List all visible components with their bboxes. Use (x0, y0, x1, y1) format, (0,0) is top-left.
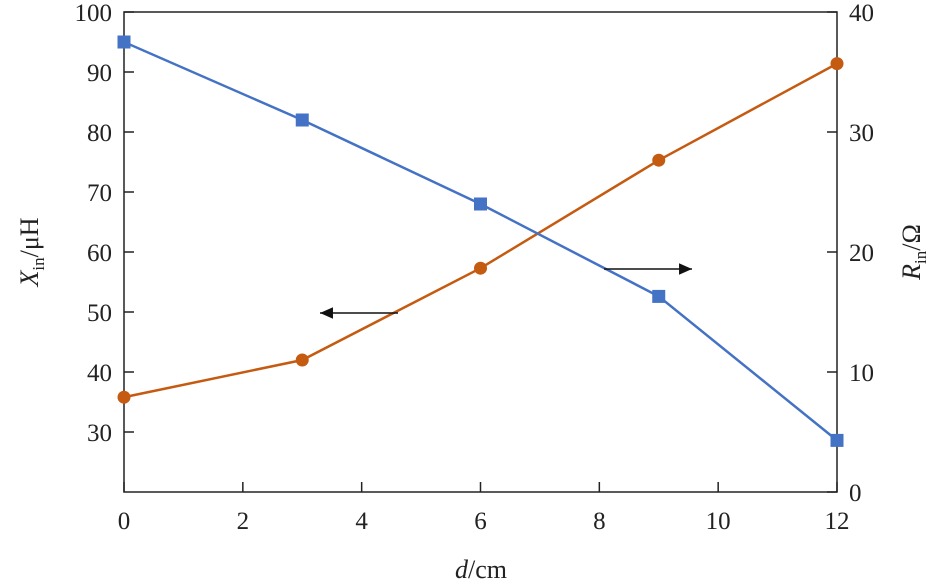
left-axis-title-unit: /μH (15, 217, 44, 257)
x-tick-label: 6 (474, 508, 487, 535)
series-line-xin (123, 62, 838, 399)
data-point-rin (295, 113, 309, 127)
data-point-rin (830, 433, 844, 447)
right-y-tick-label: 0 (849, 480, 862, 507)
right-axis-title-unit: /Ω (897, 224, 926, 251)
left-y-tick-label: 90 (87, 60, 112, 87)
left-y-tick-label: 60 (87, 240, 112, 267)
left-axis-title: Xin/μH (15, 217, 48, 287)
right-axis-title-var: R (897, 264, 926, 281)
x-tick-label: 4 (355, 508, 368, 535)
left-y-tick-label: 70 (87, 180, 112, 207)
right-y-tick-label: 10 (849, 360, 874, 387)
left-y-tick-label: 40 (87, 360, 112, 387)
data-point-xin (652, 153, 666, 167)
data-point-rin (474, 197, 487, 211)
series-layer (117, 35, 844, 447)
series-line-rin (123, 40, 838, 442)
ticks-layer: 0 2 4 6 8 10 12 30 40 50 60 70 80 90 100 0 10 20 30 40 (75, 0, 875, 535)
annotation-layer (320, 263, 692, 319)
right-y-tick-label: 20 (849, 240, 874, 267)
x-tick-label: 10 (706, 508, 731, 535)
data-point-rin (652, 289, 666, 303)
x-tick-label: 8 (593, 508, 606, 535)
right-y-tick-label: 40 (849, 0, 874, 27)
left-y-tick-label: 50 (87, 300, 112, 327)
right-axis-title-sub: in (911, 250, 930, 264)
right-axis-title: Rin/Ω (897, 224, 930, 281)
left-y-tick-label: 30 (87, 420, 112, 447)
data-point-xin (117, 390, 131, 404)
data-point-xin (474, 261, 487, 275)
x-axis-title-var: d (455, 555, 469, 581)
data-point-rin (117, 35, 131, 49)
x-tick-label: 12 (825, 508, 850, 535)
left-axis-title-var: X (15, 270, 44, 288)
left-axis-title-sub: in (29, 257, 48, 271)
plot-frame (123, 11, 838, 493)
x-axis-title-unit: /cm (468, 555, 507, 581)
data-point-xin (295, 353, 309, 367)
x-tick-label: 2 (237, 508, 250, 535)
right-y-tick-label: 30 (849, 120, 874, 147)
x-tick-label: 0 (118, 508, 131, 535)
data-point-xin (830, 57, 844, 71)
x-axis-title: d/cm (455, 555, 507, 581)
left-y-tick-label: 100 (75, 0, 113, 27)
left-y-tick-label: 80 (87, 120, 112, 147)
